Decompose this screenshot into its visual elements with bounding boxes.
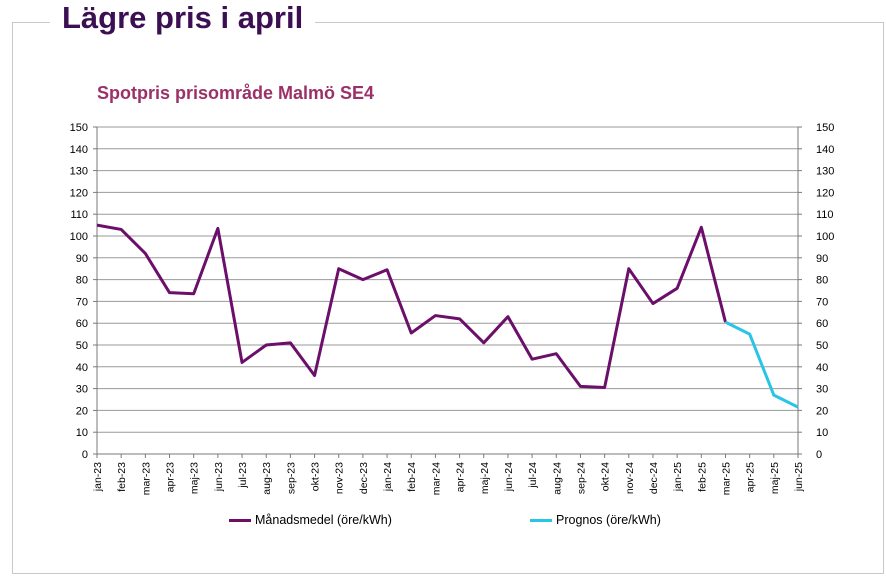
y-tick-label-left: 130 bbox=[70, 166, 88, 178]
y-tick-label-right: 10 bbox=[816, 427, 828, 439]
y-tick-label-right: 60 bbox=[816, 318, 828, 330]
x-tick-label: dec-24 bbox=[648, 462, 660, 494]
y-tick-label-left: 0 bbox=[82, 449, 88, 461]
y-tick-label-left: 80 bbox=[76, 275, 88, 287]
y-tick-label-left: 20 bbox=[76, 405, 88, 417]
y-tick-label-left: 150 bbox=[70, 122, 88, 134]
legend-item-manadsmedel: Månadsmedel (öre/kWh) bbox=[229, 513, 392, 527]
legend-label-manadsmedel: Månadsmedel (öre/kWh) bbox=[255, 513, 392, 527]
x-tick-label: dec-23 bbox=[358, 462, 370, 494]
x-tick-label: sep-24 bbox=[575, 462, 587, 494]
x-tick-label: maj-24 bbox=[479, 462, 491, 494]
y-tick-label-left: 120 bbox=[70, 187, 88, 199]
y-tick-label-left: 90 bbox=[76, 253, 88, 265]
x-tick-label: feb-25 bbox=[696, 462, 708, 492]
page-title: Lägre pris i april bbox=[50, 0, 316, 36]
y-tick-label-right: 110 bbox=[816, 209, 834, 221]
y-tick-label-left: 40 bbox=[76, 362, 88, 374]
x-tick-label: okt-24 bbox=[600, 462, 612, 491]
y-tick-label-right: 0 bbox=[816, 449, 822, 461]
x-tick-label: jun-23 bbox=[213, 462, 225, 492]
x-tick-label: nov-24 bbox=[624, 462, 636, 494]
legend-item-prognos: Prognos (öre/kWh) bbox=[530, 513, 661, 527]
x-tick-label: mar-25 bbox=[720, 462, 732, 495]
series-line-1 bbox=[96, 223, 727, 390]
y-tick-label-left: 70 bbox=[76, 296, 88, 308]
x-tick-label: maj-23 bbox=[189, 462, 201, 494]
y-tick-label-right: 80 bbox=[816, 275, 828, 287]
x-tick-label: apr-23 bbox=[165, 462, 177, 493]
x-tick-label: jan-24 bbox=[382, 462, 394, 492]
x-tick-label: jul-24 bbox=[527, 462, 539, 489]
x-tick-label: jun-24 bbox=[503, 462, 515, 492]
y-tick-label-left: 30 bbox=[76, 384, 88, 396]
x-tick-label: maj-25 bbox=[769, 462, 781, 494]
y-tick-label-right: 30 bbox=[816, 384, 828, 396]
x-tick-label: aug-23 bbox=[261, 462, 273, 495]
y-tick-label-right: 130 bbox=[816, 166, 834, 178]
x-tick-label: jun-25 bbox=[793, 462, 805, 492]
y-tick-label-right: 90 bbox=[816, 253, 828, 265]
x-tick-label: apr-24 bbox=[455, 462, 467, 493]
y-tick-label-right: 100 bbox=[816, 231, 834, 243]
y-tick-label-right: 50 bbox=[816, 340, 828, 352]
x-tick-label: mar-23 bbox=[140, 462, 152, 495]
x-tick-label: jul-23 bbox=[237, 462, 249, 489]
y-tick-label-left: 110 bbox=[70, 209, 88, 221]
x-tick-label: apr-25 bbox=[745, 462, 757, 493]
y-tick-label-right: 120 bbox=[816, 187, 834, 199]
x-tick-label: nov-23 bbox=[334, 462, 346, 494]
chart-title: Spotpris prisområde Malmö SE4 bbox=[97, 83, 375, 103]
y-tick-label-left: 100 bbox=[70, 231, 88, 243]
x-tick-label: mar-24 bbox=[430, 462, 442, 495]
legend-label-prognos: Prognos (öre/kWh) bbox=[556, 513, 661, 527]
y-tick-label-right: 20 bbox=[816, 405, 828, 417]
y-tick-label-left: 10 bbox=[76, 427, 88, 439]
x-tick-label: jan-25 bbox=[672, 462, 684, 492]
legend-swatch-prognos bbox=[530, 518, 552, 522]
x-tick-label: jan-23 bbox=[92, 462, 104, 492]
y-tick-label-left: 50 bbox=[76, 340, 88, 352]
y-tick-label-left: 140 bbox=[70, 144, 88, 156]
series-line-2 bbox=[724, 320, 799, 409]
legend-swatch-manadsmedel bbox=[229, 518, 251, 522]
chart-frame bbox=[12, 22, 884, 574]
x-tick-label: aug-24 bbox=[551, 462, 563, 495]
y-tick-label-right: 150 bbox=[816, 122, 834, 134]
y-tick-label-right: 140 bbox=[816, 144, 834, 156]
x-tick-label: feb-23 bbox=[116, 462, 128, 492]
x-tick-label: sep-23 bbox=[285, 462, 297, 494]
x-tick-label: feb-24 bbox=[406, 462, 418, 492]
x-tick-label: okt-23 bbox=[310, 462, 322, 491]
y-tick-label-right: 40 bbox=[816, 362, 828, 374]
y-tick-label-right: 70 bbox=[816, 296, 828, 308]
y-tick-label-left: 60 bbox=[76, 318, 88, 330]
